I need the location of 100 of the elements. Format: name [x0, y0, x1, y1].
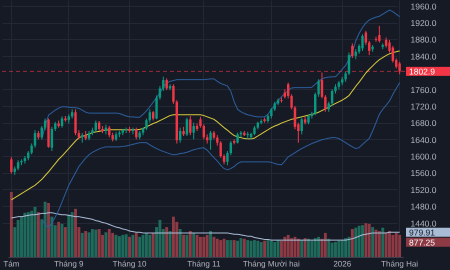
bar [253, 240, 256, 257]
ref-line-label: 1802.9 [409, 66, 436, 76]
bar [98, 229, 101, 257]
y-tick-label: 1840.0 [410, 51, 437, 62]
bar [283, 236, 286, 257]
bar [391, 234, 394, 257]
text: 979.91 [409, 227, 436, 238]
candlestick [300, 117, 303, 135]
bar [388, 230, 391, 257]
candlestick [84, 130, 87, 141]
bar [250, 240, 253, 257]
bar [158, 220, 162, 257]
candlestick [68, 114, 70, 124]
bar [20, 216, 23, 257]
bar [23, 212, 26, 257]
bar [111, 232, 114, 257]
bar [84, 230, 88, 257]
y-tick-label: 1960.0 [410, 1, 437, 12]
bar [172, 216, 175, 257]
bar [10, 192, 13, 257]
bar [16, 220, 20, 257]
candlestick [10, 156, 13, 174]
bar [57, 222, 60, 257]
candlestick [189, 115, 192, 136]
bar [337, 240, 340, 257]
candlestick [104, 124, 108, 135]
bar [142, 234, 144, 257]
bar [378, 230, 381, 257]
bar [350, 229, 354, 257]
candlestick [16, 160, 20, 171]
bar [324, 232, 327, 257]
text: 877.25 [409, 237, 436, 248]
candlestick [165, 78, 168, 91]
y-tick-label: 1440.0 [410, 218, 437, 228]
bar [196, 234, 198, 257]
y-tick-label: 1720.0 [410, 101, 437, 112]
bar [165, 227, 168, 257]
bar [263, 240, 266, 257]
bar [229, 240, 232, 257]
bar [168, 230, 172, 257]
y-tick-label: 1520.0 [410, 184, 437, 195]
bar [296, 238, 300, 257]
bar [222, 238, 226, 257]
bar [47, 203, 50, 257]
bar [364, 223, 368, 257]
bar [276, 240, 280, 257]
x-tick-label: 2026 [333, 260, 352, 268]
bar [334, 242, 337, 257]
y-tick-label: 1920.0 [410, 18, 437, 28]
bar [242, 238, 246, 257]
bar [344, 238, 348, 257]
bar [199, 236, 202, 257]
x-tick-label: Tháng 9 [54, 260, 84, 268]
bar [270, 240, 273, 257]
bar [256, 240, 260, 257]
x-tick-label: Tháng 10 [112, 260, 147, 268]
bar [307, 238, 310, 257]
x-tick-label: Tháng 11 [187, 260, 221, 268]
bar [90, 229, 94, 257]
bar [236, 240, 240, 257]
candlestick [81, 132, 84, 144]
bar [60, 224, 64, 257]
y-tick-label: 1480.0 [410, 202, 437, 212]
bar [290, 238, 294, 257]
bar [36, 212, 40, 257]
bar [361, 225, 364, 257]
bar [398, 234, 402, 257]
bar [216, 238, 219, 257]
candlestick [94, 120, 97, 132]
candlestick [192, 122, 195, 140]
bar [74, 208, 77, 257]
bar [280, 240, 283, 257]
candlestick [384, 37, 388, 48]
bar [44, 202, 47, 257]
candlestick [186, 117, 188, 137]
candlestick [330, 88, 334, 106]
bar [138, 236, 142, 257]
candlestick [253, 125, 256, 136]
bar [310, 240, 314, 257]
bar [88, 232, 90, 257]
candlestick [236, 132, 239, 144]
bar [374, 230, 378, 257]
candlestick [108, 125, 110, 138]
bar [185, 234, 188, 257]
bar [266, 240, 270, 257]
y-tick-label: 1560.0 [410, 168, 437, 178]
bar [30, 210, 34, 257]
bar [114, 234, 118, 257]
bar [192, 232, 196, 257]
bar [358, 226, 361, 257]
bar [144, 232, 148, 257]
bar [209, 230, 212, 257]
bar [317, 236, 320, 257]
x-tick-label: Tám [3, 260, 20, 268]
y-tick-label: 1880.0 [410, 34, 437, 45]
bar [124, 234, 128, 257]
bar [294, 236, 296, 257]
y-tick-label: 1600.0 [410, 152, 437, 162]
bar [131, 234, 134, 257]
candlestick [135, 127, 138, 140]
